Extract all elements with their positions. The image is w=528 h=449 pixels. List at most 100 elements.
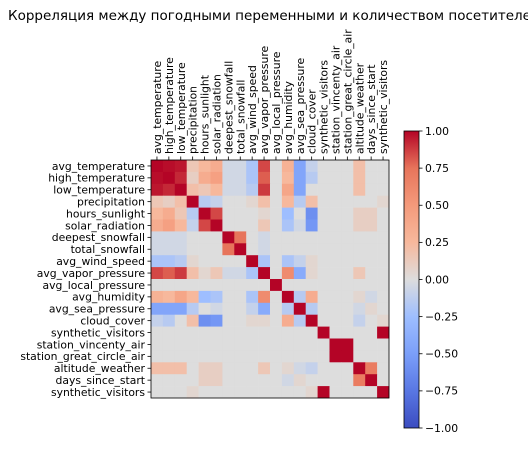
heatmap-cell — [186, 255, 199, 268]
heatmap-cell — [198, 314, 211, 327]
heatmap-cell — [210, 350, 223, 363]
heatmap-cell — [162, 219, 176, 232]
heatmap-cell — [329, 255, 342, 268]
heatmap-cell — [317, 350, 330, 363]
heatmap-cell — [317, 267, 330, 280]
heatmap-cell — [246, 183, 259, 196]
heatmap-cell — [222, 243, 235, 256]
heatmap-cell — [210, 243, 223, 256]
heatmap-cell — [293, 160, 306, 173]
heatmap-cell — [174, 290, 187, 304]
heatmap-cell — [174, 350, 187, 363]
heatmap-cell — [377, 290, 390, 304]
heatmap-cell — [281, 362, 295, 375]
heatmap-cell — [151, 362, 164, 375]
heatmap-cell — [210, 255, 223, 268]
heatmap-cell — [174, 374, 187, 387]
heatmap-cell — [234, 243, 247, 256]
heatmap-cell — [234, 267, 247, 280]
heatmap-cell — [198, 350, 211, 363]
heatmap-cell — [353, 255, 366, 268]
heatmap-cell — [293, 386, 306, 399]
y-tick-label: cloud_cover — [80, 314, 145, 327]
colorbar-axis: 1.00 0.75 0.50 0.25 0.00 −0.25 −0.50 −0.75 −1.00 — [419, 125, 458, 435]
heatmap-cell — [353, 290, 366, 304]
heatmap-cell — [174, 160, 187, 173]
heatmap-cell — [270, 160, 283, 173]
heatmap-cell — [305, 267, 318, 280]
heatmap-cell — [377, 362, 390, 375]
heatmap-cell — [174, 171, 187, 185]
heatmap-cell — [234, 326, 247, 339]
heatmap-cell — [377, 374, 390, 387]
heatmap-cell — [281, 160, 295, 173]
x-tick-label: avg_local_pressure — [270, 51, 283, 154]
heatmap-cell — [329, 350, 342, 363]
heatmap-cell — [365, 350, 378, 363]
heatmap-cell — [305, 350, 318, 363]
heatmap-cell — [246, 386, 259, 399]
heatmap-cell — [329, 279, 342, 292]
heatmap-cell — [162, 386, 176, 399]
x-tick-label: altitude_weather — [353, 62, 366, 154]
heatmap-cell — [341, 219, 354, 232]
heatmap-cell — [186, 386, 199, 399]
heatmap-cell — [365, 243, 378, 256]
heatmap-cell — [198, 171, 211, 185]
x-tick-label: precipitation — [187, 86, 200, 154]
heatmap-cell — [210, 338, 223, 351]
heatmap-cell — [222, 207, 235, 220]
y-tick-label: solar_radiation — [65, 219, 145, 232]
heatmap-cell — [329, 326, 342, 339]
heatmap-cell — [270, 302, 283, 315]
heatmap-cell — [162, 326, 176, 339]
heatmap-cell — [353, 362, 366, 375]
heatmap-cell — [317, 386, 330, 399]
heatmap-cell — [317, 374, 330, 387]
y-tick-label: altitude_weather — [54, 362, 146, 375]
heatmap-cell — [281, 243, 295, 256]
heatmap-cell — [377, 386, 390, 399]
heatmap-cell — [174, 362, 187, 375]
heatmap-cell — [174, 255, 187, 268]
heatmap-cell — [174, 195, 187, 208]
heatmap-cell — [186, 219, 199, 232]
heatmap-cell — [353, 267, 366, 280]
heatmap-cell — [210, 326, 223, 339]
heatmap-cell — [270, 362, 283, 375]
heatmap-cell — [305, 207, 318, 220]
heatmap-cell — [186, 374, 199, 387]
heatmap-cell — [258, 207, 271, 220]
heatmap-cell — [222, 231, 235, 244]
heatmap-cell — [353, 243, 366, 256]
heatmap-cell — [162, 314, 176, 327]
heatmap-cell — [317, 160, 330, 173]
heatmap-cell — [258, 171, 271, 185]
x-tick-label: total_snowfall — [234, 80, 247, 154]
heatmap-cell — [317, 338, 330, 351]
heatmap-cell — [377, 350, 390, 363]
heatmap-cell — [246, 350, 259, 363]
heatmap-cell — [258, 362, 271, 375]
heatmap-cell — [198, 302, 211, 315]
chart-title: Корреляция между погодными переменными и… — [8, 8, 528, 24]
heatmap-cell — [305, 243, 318, 256]
heatmap-cell — [222, 326, 235, 339]
heatmap-cell — [317, 314, 330, 327]
heatmap-cell — [341, 171, 354, 185]
heatmap-cell — [365, 255, 378, 268]
heatmap-cell — [162, 267, 176, 280]
heatmap-cell — [222, 362, 235, 375]
heatmap-cell — [186, 290, 199, 304]
heatmap-cell — [151, 231, 164, 244]
heatmap-cell — [305, 279, 318, 292]
heatmap-cell — [234, 255, 247, 268]
heatmap-cell — [234, 362, 247, 375]
heatmap-cell — [186, 302, 199, 315]
heatmap-cell — [293, 171, 306, 185]
heatmap-cell — [198, 290, 211, 304]
heatmap-cell — [365, 302, 378, 315]
heatmap-cell — [293, 290, 306, 304]
heatmap-cell — [365, 314, 378, 327]
heatmap-cell — [151, 279, 164, 292]
